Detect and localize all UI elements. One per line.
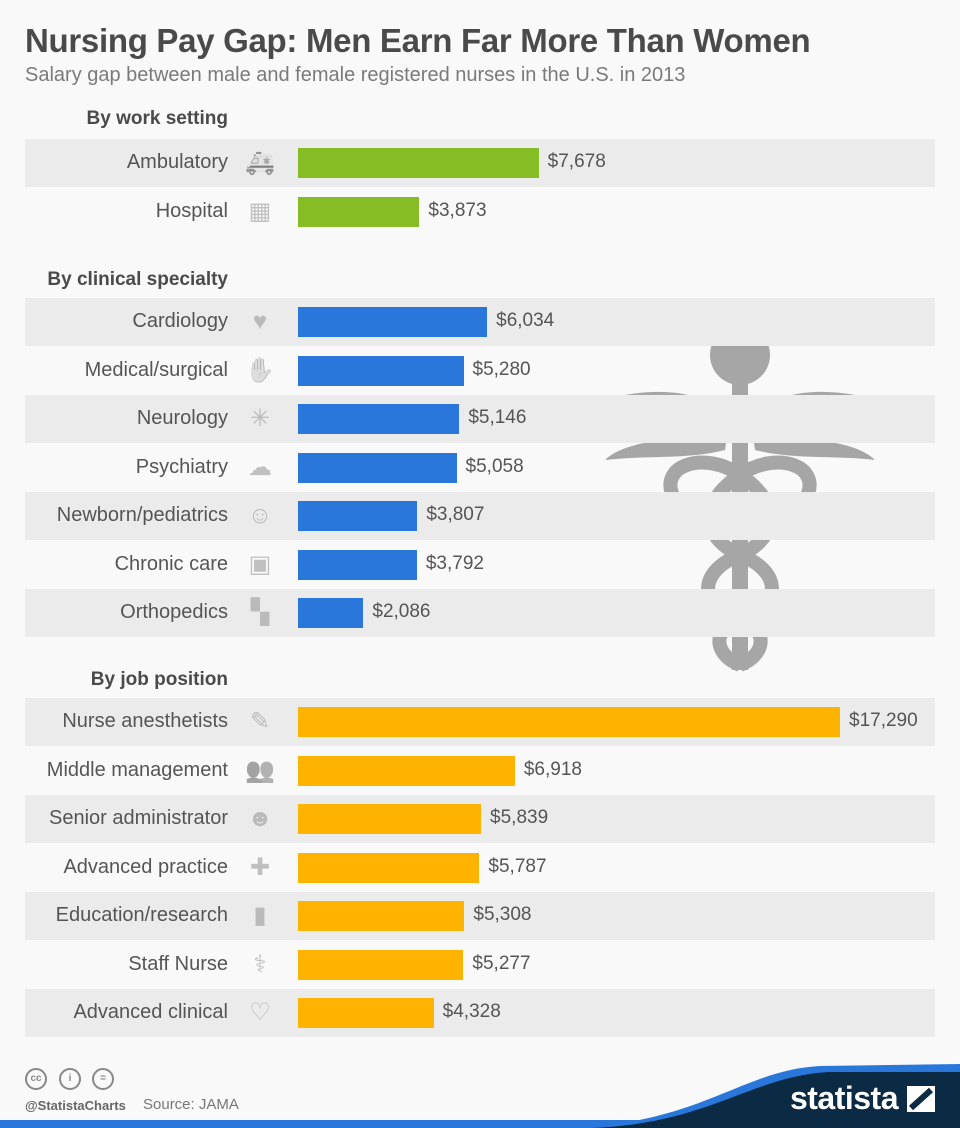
bar xyxy=(298,404,460,434)
hospital-icon: ▦ xyxy=(248,197,272,225)
stethoscope-icon: ⚕ xyxy=(253,950,267,978)
category-label: Medical/surgical xyxy=(84,358,228,381)
data-label: $2,086 xyxy=(372,601,431,622)
baby-icon: ☺ xyxy=(247,502,273,529)
chart-row: Medical/surgical ✋ $5,280 xyxy=(25,347,935,395)
category-label: Senior administrator xyxy=(49,807,228,829)
chart-row: Advanced clinical ♡ $4,328 xyxy=(25,989,935,1037)
bar xyxy=(298,598,364,628)
data-label: $3,807 xyxy=(426,504,485,525)
bar xyxy=(298,196,420,227)
doctor-icon: ☻ xyxy=(247,805,273,832)
category-label: Psychiatry xyxy=(135,455,228,478)
bar xyxy=(298,998,434,1028)
category-label: Ambulatory xyxy=(126,151,228,173)
data-label: $5,277 xyxy=(472,952,531,974)
bar xyxy=(298,355,464,386)
chart-row: Education/research ▮ $5,308 xyxy=(25,892,935,940)
category-label: Advanced practice xyxy=(63,855,228,878)
bar xyxy=(298,501,418,531)
chart-title: Nursing Pay Gap: Men Earn Far More Than … xyxy=(25,22,811,59)
chart-row: Psychiatry ☁ $5,058 xyxy=(25,444,935,492)
data-label: $5,839 xyxy=(490,807,549,828)
footer-wave xyxy=(0,1064,960,1128)
heart-icon: ♥ xyxy=(252,308,268,335)
data-label: $5,280 xyxy=(472,358,531,380)
bar xyxy=(298,452,457,483)
chart-row: Middle management 👥 $6,918 xyxy=(25,747,935,795)
category-label: Neurology xyxy=(136,407,228,429)
chart-row: Newborn/pediatrics ☺ $3,807 xyxy=(25,492,935,540)
category-label: Cardiology xyxy=(132,310,228,332)
category-label: Chronic care xyxy=(114,552,228,575)
chart-row: Neurology ✳ $5,146 xyxy=(25,395,935,443)
chart-row: Cardiology ♥ $6,034 xyxy=(25,298,935,346)
brain-icon: ☁ xyxy=(248,453,272,481)
chart-subtitle: Salary gap between male and female regis… xyxy=(25,64,686,86)
chart-row: Chronic care ▣ $3,792 xyxy=(25,541,935,589)
category-label: Nurse anesthetists xyxy=(62,710,228,732)
knee-icon: ▚ xyxy=(250,599,270,626)
category-label: Hospital xyxy=(155,199,228,222)
bar xyxy=(298,949,464,980)
no-derivatives-icon: = xyxy=(92,1068,114,1090)
bar xyxy=(298,804,482,834)
data-label: $6,918 xyxy=(523,758,582,780)
chart-row: Advanced practice ✚ $5,787 xyxy=(25,844,935,892)
chart-row: Hospital ▦ $3,873 xyxy=(25,188,935,236)
section-heading: By job position xyxy=(90,669,228,690)
chart-row: Senior administrator ☻ $5,839 xyxy=(25,795,935,843)
hand-icon: ✋ xyxy=(245,356,275,384)
bar xyxy=(298,901,465,931)
chart-row: Orthopedics ▚ $2,086 xyxy=(25,589,935,637)
data-label: $7,678 xyxy=(547,151,606,172)
data-label: $3,792 xyxy=(425,552,484,574)
data-label: $17,290 xyxy=(849,710,918,731)
bar xyxy=(298,852,480,883)
syringe-icon: ✎ xyxy=(249,708,271,735)
category-label: Middle management xyxy=(46,758,228,781)
data-label: $6,034 xyxy=(496,310,555,331)
bar xyxy=(298,148,539,178)
category-label: Orthopedics xyxy=(120,601,228,623)
section-heading: By work setting xyxy=(86,108,228,129)
ambulance-icon: 🚑 xyxy=(245,149,275,176)
heart-hands-icon: ♡ xyxy=(249,999,271,1026)
category-label: Staff Nurse xyxy=(128,952,228,975)
bar xyxy=(298,755,515,786)
neuron-icon: ✳ xyxy=(249,405,271,432)
twitter-handle: @StatistaCharts xyxy=(25,1098,126,1113)
data-label: $5,058 xyxy=(465,455,524,477)
users-icon: 👥 xyxy=(245,756,275,784)
book-icon: ▮ xyxy=(253,902,267,929)
category-label: Education/research xyxy=(55,904,228,926)
data-label: $4,328 xyxy=(442,1001,501,1022)
cc-icon: cc xyxy=(25,1068,47,1090)
xray-pelvis-icon: ▣ xyxy=(248,550,272,578)
bar xyxy=(298,707,840,737)
statista-logo: statista xyxy=(789,1080,899,1116)
category-label: Newborn/pediatrics xyxy=(56,504,228,526)
source-text: Source: JAMA xyxy=(143,1096,239,1113)
statista-logo-mark xyxy=(907,1086,935,1112)
data-label: $5,146 xyxy=(468,407,527,428)
bar xyxy=(298,549,417,580)
data-label: $5,787 xyxy=(488,855,547,877)
attribution-icon: i xyxy=(59,1068,81,1090)
chart-row: Nurse anesthetists ✎ $17,290 xyxy=(25,698,935,746)
category-label: Advanced clinical xyxy=(73,1001,228,1023)
data-label: $3,873 xyxy=(428,199,487,221)
data-label: $5,308 xyxy=(473,904,532,925)
bandage-icon: ✚ xyxy=(249,853,271,881)
bar xyxy=(298,307,488,337)
chart-row: Staff Nurse ⚕ $5,277 xyxy=(25,941,935,989)
chart-row: Ambulatory 🚑 $7,678 xyxy=(25,139,935,187)
section-heading: By clinical specialty xyxy=(47,269,228,290)
